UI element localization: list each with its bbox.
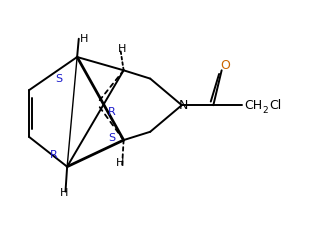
Text: H: H — [79, 34, 88, 44]
Text: H: H — [116, 158, 125, 168]
Text: H: H — [60, 188, 68, 198]
Text: S: S — [55, 74, 62, 84]
Text: O: O — [220, 59, 230, 72]
Text: 2: 2 — [262, 106, 268, 115]
Text: R: R — [50, 150, 58, 160]
Text: H: H — [118, 44, 126, 54]
Text: CH: CH — [244, 99, 262, 112]
Text: N: N — [179, 99, 188, 112]
Text: S: S — [109, 133, 115, 143]
Text: Cl: Cl — [269, 99, 282, 112]
Text: R: R — [108, 107, 116, 117]
